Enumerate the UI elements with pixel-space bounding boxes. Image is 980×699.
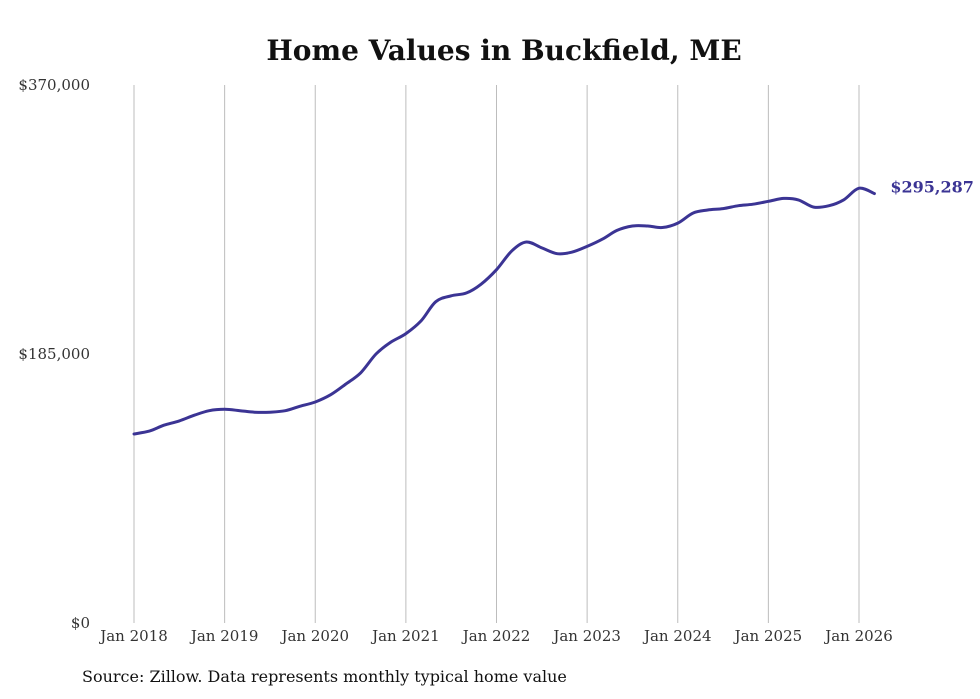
chart-title: Home Values in Buckfield, ME <box>266 34 741 67</box>
x-tick-label: Jan 2018 <box>98 627 168 645</box>
x-tick-label: Jan 2023 <box>551 627 621 645</box>
x-tick-label: Jan 2020 <box>279 627 349 645</box>
source-note: Source: Zillow. Data represents monthly … <box>82 667 567 686</box>
x-tick-label: Jan 2026 <box>823 627 893 645</box>
y-tick-label: $185,000 <box>18 345 90 363</box>
y-tick-label: $0 <box>71 614 90 632</box>
end-value-label: $295,287 <box>890 178 974 197</box>
x-tick-label: Jan 2024 <box>642 627 712 645</box>
x-axis-tick-labels: Jan 2018 Jan 2019 Jan 2020 Jan 2021 Jan 2022… <box>98 627 893 645</box>
y-axis-tick-labels: $0 $185,000 $370,000 <box>18 76 90 632</box>
x-tick-label: Jan 2025 <box>733 627 803 645</box>
y-tick-label: $370,000 <box>18 76 90 94</box>
gridlines <box>133 85 860 623</box>
series-layer <box>132 186 876 436</box>
series-line <box>132 186 876 436</box>
x-tick-label: Jan 2021 <box>370 627 440 645</box>
x-tick-label: Jan 2022 <box>461 627 531 645</box>
x-tick-label: Jan 2019 <box>189 627 259 645</box>
